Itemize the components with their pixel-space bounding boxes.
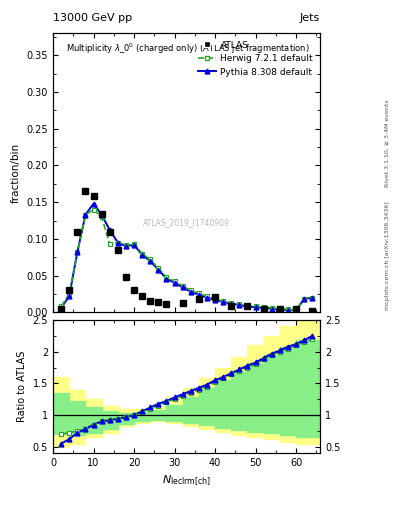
Text: ATLAS_2019_I1740909: ATLAS_2019_I1740909: [143, 219, 230, 227]
Text: mcplots.cern.ch [arXiv:1306.3436]: mcplots.cern.ch [arXiv:1306.3436]: [385, 202, 389, 310]
Text: 13000 GeV pp: 13000 GeV pp: [53, 13, 132, 23]
Text: Multiplicity $\lambda\_0^0$ (charged only) (ATLAS jet fragmentation): Multiplicity $\lambda\_0^0$ (charged onl…: [66, 41, 310, 56]
Text: Jets: Jets: [300, 13, 320, 23]
Legend: ATLAS, Herwig 7.2.1 default, Pythia 8.308 default: ATLAS, Herwig 7.2.1 default, Pythia 8.30…: [195, 38, 316, 79]
Y-axis label: fraction/bin: fraction/bin: [11, 143, 21, 203]
X-axis label: $N_{\rm leclrm[ch]}$: $N_{\rm leclrm[ch]}$: [162, 474, 211, 488]
Y-axis label: Ratio to ATLAS: Ratio to ATLAS: [17, 351, 27, 422]
Text: Rivet 3.1.10, ≥ 3.4M events: Rivet 3.1.10, ≥ 3.4M events: [385, 99, 389, 187]
